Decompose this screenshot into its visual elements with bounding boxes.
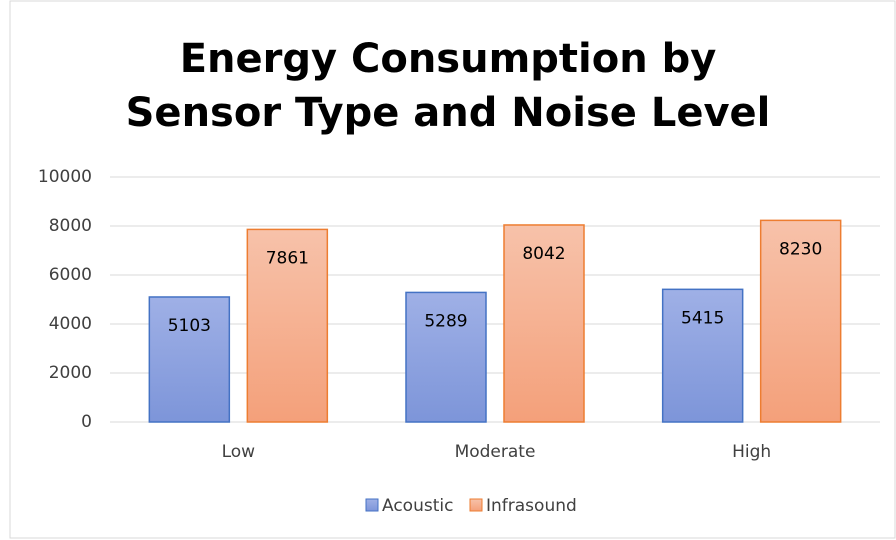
chart-border (9, 0, 896, 539)
data-label: 5415 (681, 308, 724, 328)
y-tick-label: 0 (81, 412, 92, 432)
legend-label: Infrasound (486, 496, 577, 516)
y-tick-label: 8000 (49, 216, 92, 236)
x-tick-label: Low (222, 442, 256, 462)
x-tick-label: Moderate (455, 442, 536, 462)
legend-label: Acoustic (382, 496, 453, 516)
bar (661, 288, 744, 423)
data-label: 7861 (266, 248, 309, 268)
x-tick-label: High (732, 442, 771, 462)
y-tick-label: 6000 (49, 265, 92, 285)
chart-title: Energy Consumption by Sensor Type and No… (125, 36, 771, 136)
y-tick-label: 4000 (49, 314, 92, 334)
legend-swatch (365, 498, 379, 512)
bar (405, 291, 487, 423)
data-label: 8230 (779, 239, 822, 259)
bar (759, 219, 842, 423)
data-label: 5289 (424, 311, 467, 331)
bar (246, 228, 329, 423)
y-tick-label: 2000 (49, 363, 92, 383)
data-label: 5103 (168, 316, 211, 336)
legend-swatch (469, 498, 483, 512)
bar (148, 296, 231, 423)
bar (503, 224, 585, 423)
data-label: 8042 (522, 244, 565, 264)
y-tick-label: 10000 (38, 167, 92, 187)
